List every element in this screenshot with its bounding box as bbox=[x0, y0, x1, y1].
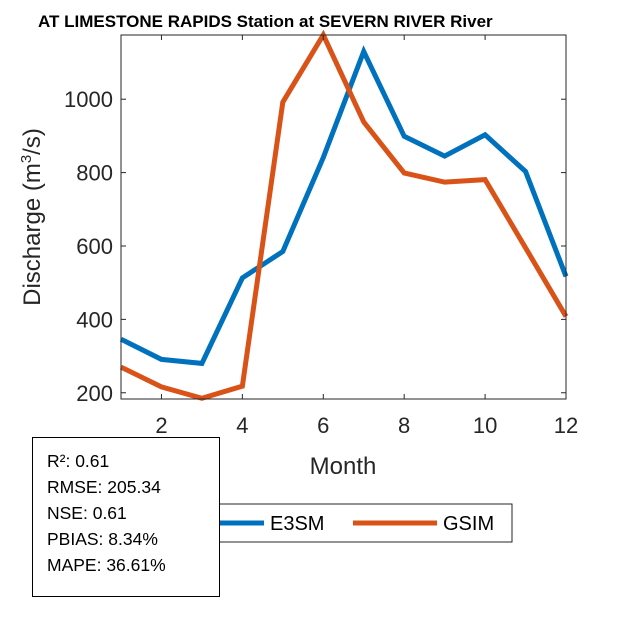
y-axis: 200 400 600 800 1000 bbox=[64, 87, 566, 406]
stat-pbias: PBIAS: 8.34% bbox=[47, 529, 158, 549]
y-axis-label: Discharge (m3/s) bbox=[18, 128, 46, 306]
x-tick-label: 4 bbox=[236, 413, 248, 438]
x-tick-label: 12 bbox=[554, 413, 578, 438]
x-axis-label: Month bbox=[310, 453, 377, 480]
x-tick-label: 8 bbox=[398, 413, 410, 438]
y-tick-label: 800 bbox=[76, 161, 113, 186]
stats-box: R²: 0.61 RMSE: 205.34 NSE: 0.61 PBIAS: 8… bbox=[32, 437, 220, 597]
x-tick-label: 10 bbox=[473, 413, 497, 438]
axes-background bbox=[121, 35, 566, 399]
series-layer bbox=[119, 29, 569, 401]
y-tick-label: 1000 bbox=[64, 87, 113, 112]
x-tick-label: 2 bbox=[155, 413, 167, 438]
series-line-e3sm bbox=[119, 45, 569, 367]
y-tick-label: 400 bbox=[76, 307, 113, 332]
y-axis-label-main: Discharge (m bbox=[19, 163, 46, 306]
stat-r2: R²: 0.61 bbox=[47, 451, 110, 471]
x-axis: 2 4 6 8 10 12 bbox=[155, 35, 578, 438]
y-axis-label-unit: /s) bbox=[19, 128, 46, 155]
chart-title: AT LIMESTONE RAPIDS Station at SEVERN RI… bbox=[38, 12, 493, 31]
legend: E3SM GSIM bbox=[195, 503, 513, 543]
y-axis-label-superscript: 3 bbox=[18, 155, 35, 163]
y-tick-label: 600 bbox=[76, 234, 113, 259]
plot-area bbox=[121, 35, 566, 399]
y-tick-label: 200 bbox=[76, 381, 113, 406]
legend-label-gsim: GSIM bbox=[443, 513, 494, 535]
stat-nse: NSE: 0.61 bbox=[47, 503, 127, 523]
stat-mape: MAPE: 36.61% bbox=[47, 555, 166, 575]
legend-label-e3sm: E3SM bbox=[270, 513, 324, 535]
x-tick-label: 6 bbox=[317, 413, 329, 438]
axes-box bbox=[120, 34, 567, 400]
stat-rmse: RMSE: 205.34 bbox=[47, 477, 161, 497]
series-line-gsim bbox=[119, 29, 569, 401]
